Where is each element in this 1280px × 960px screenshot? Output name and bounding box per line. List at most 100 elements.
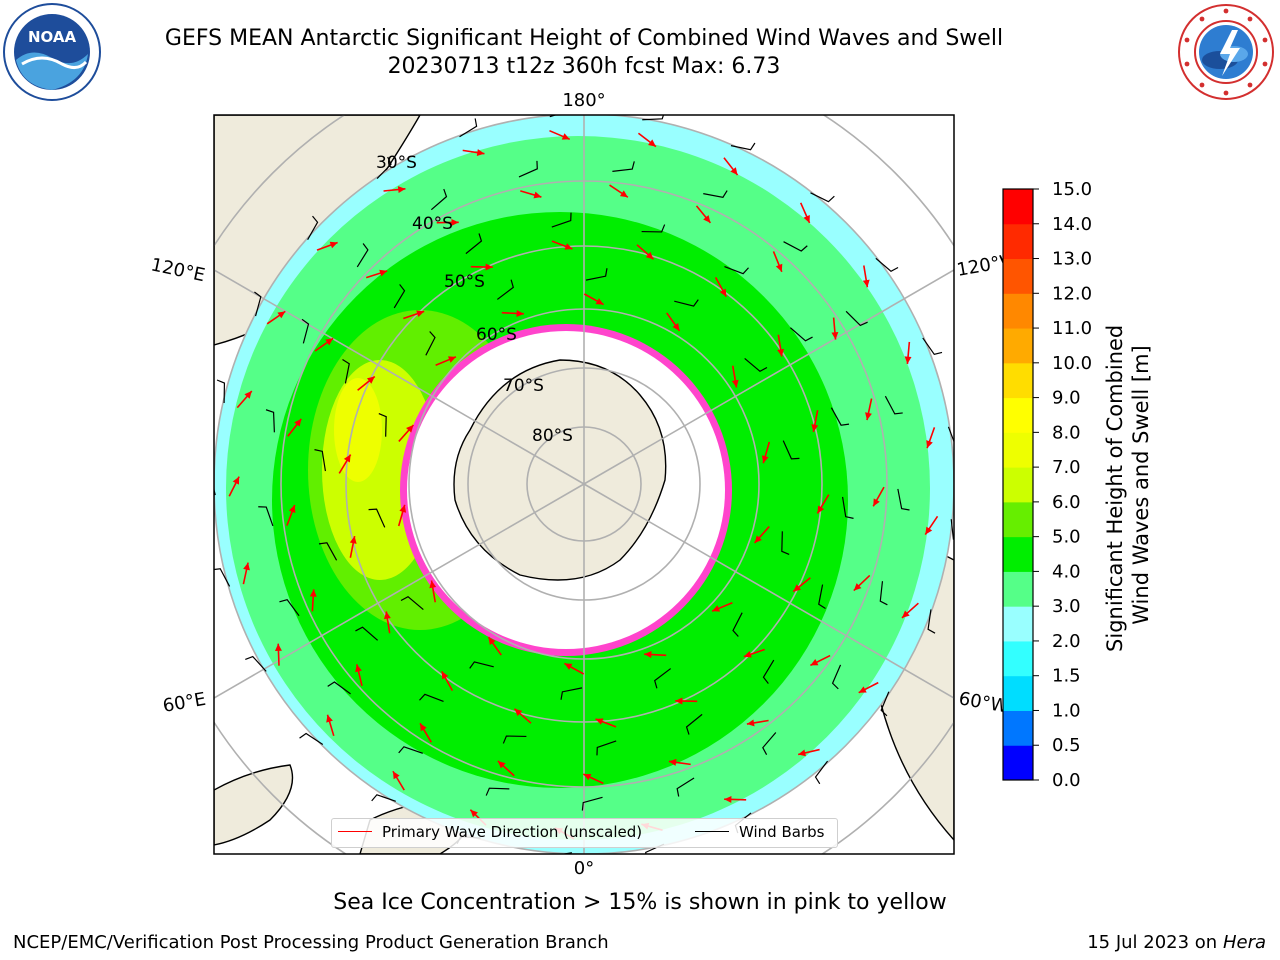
wind-barb — [419, 693, 444, 703]
wind-barbs — [214, 115, 954, 854]
map-legend: Primary Wave Direction (unscaled) Wind B… — [331, 818, 838, 848]
footer-credit: NCEP/EMC/Verification Post Processing Pr… — [13, 932, 609, 953]
colorbar-bin — [1003, 640, 1033, 677]
wind-barb — [279, 598, 300, 617]
lon-label-60e: 60°E — [161, 689, 207, 717]
wave-arrow-head — [451, 218, 459, 226]
lat-label-30s: 30°S — [376, 153, 417, 173]
colorbar-bin — [1003, 362, 1033, 399]
wave-arrow-head — [619, 190, 628, 198]
colorbar-bin — [1003, 710, 1033, 746]
wave-arrow-head — [497, 761, 506, 769]
wind-barb — [518, 160, 538, 178]
colorbar-bin — [1003, 258, 1033, 294]
wave-arrow-head — [533, 191, 542, 199]
wave-arrow-head — [777, 348, 785, 357]
colorbar-bin — [1003, 293, 1033, 329]
lat-label-60s: 60°S — [476, 325, 517, 345]
wave-arrow-head — [926, 440, 933, 449]
wave-arrow-head — [746, 719, 755, 727]
wave-arrow-head — [668, 758, 677, 766]
wind-barb — [762, 659, 775, 684]
wave-arrow-head — [514, 708, 523, 717]
wave-arrow-head — [564, 243, 573, 250]
wave-arrow-head — [583, 773, 592, 781]
wind-barb — [378, 413, 387, 437]
lon-label-120e: 120°E — [149, 254, 207, 286]
wave-arrow-head — [355, 664, 362, 673]
legend-wave-label: Primary Wave Direction (unscaled) — [382, 823, 643, 841]
colorbar-bin — [1003, 328, 1033, 364]
colorbar-bin — [1003, 745, 1033, 781]
lat-label-70s: 70°S — [503, 376, 544, 396]
wind-barb — [783, 241, 808, 252]
wind-barb — [581, 796, 603, 811]
lat-label-40s: 40°S — [412, 214, 453, 234]
wind-barb — [703, 190, 728, 198]
wind-barb — [831, 664, 842, 690]
wind-barb — [551, 212, 572, 228]
lon-label-180: 180° — [562, 90, 605, 111]
wind-barb-swatch — [695, 831, 729, 832]
wave-arrow-head — [399, 504, 407, 513]
wave-arrow-head — [731, 379, 739, 388]
wave-arrow-head — [294, 418, 302, 427]
colorbar-bin — [1003, 189, 1033, 225]
colorbar-bin — [1003, 432, 1033, 468]
wave-arrow-head — [232, 476, 240, 485]
wave-arrow-head — [470, 809, 478, 818]
wave-arrow-head — [803, 214, 810, 223]
wave-arrow-head — [309, 589, 317, 597]
wave-arrow-head — [873, 498, 880, 507]
wave-arrow-head — [485, 263, 493, 271]
wind-barb — [376, 156, 392, 180]
wind-barb — [318, 542, 338, 561]
wind-barb — [730, 142, 756, 151]
wave-arrow-head — [858, 686, 867, 693]
colorbar-tick-label: 13.0 — [1052, 249, 1092, 270]
wave-arrow-head — [243, 562, 250, 571]
wind-barb — [465, 233, 483, 255]
wind-barb — [875, 257, 899, 273]
colorbar-tick-label: 3.0 — [1052, 596, 1081, 617]
colorbar-title-line1: Significant Height of Combined — [1103, 325, 1127, 652]
wave-arrow-head — [793, 584, 802, 592]
wind-barb — [307, 215, 319, 240]
wind-barb — [258, 506, 274, 527]
wave-arrow-head — [343, 454, 351, 463]
wind-barb — [947, 426, 954, 444]
wind-barb — [732, 612, 743, 637]
colorbar-bin — [1003, 397, 1033, 433]
wind-barb — [814, 760, 829, 785]
wave-arrow-swatch — [338, 831, 372, 832]
colorbar-tick-label: 6.0 — [1052, 492, 1081, 513]
wind-barb — [355, 626, 379, 641]
wave-arrow-head — [853, 583, 862, 591]
wave-arrow-head — [349, 536, 357, 544]
wave-arrow-head — [730, 167, 738, 176]
wave-arrow-head — [488, 637, 496, 646]
colorbar-bin — [1003, 571, 1033, 607]
wind-barb — [585, 268, 608, 281]
wave-arrow-head — [675, 697, 683, 705]
wave-arrow-head — [416, 310, 425, 318]
wave-arrow-head — [429, 580, 437, 589]
nws-logo — [1178, 4, 1274, 100]
wave-arrow-head — [811, 424, 819, 432]
colorbar-tick-label: 0.5 — [1052, 735, 1081, 756]
wind-barb — [818, 584, 826, 609]
wind-barb — [496, 279, 514, 300]
colorbar-bin — [1003, 501, 1033, 538]
wind-barb — [254, 291, 262, 317]
wind-barb — [845, 310, 868, 327]
wind-barb — [299, 732, 324, 745]
wave-arrow-head — [383, 611, 391, 620]
wind-barb — [560, 687, 583, 700]
wind-barb — [214, 568, 231, 587]
wave-arrow-head — [743, 650, 752, 658]
chart-subtitle: 20230713 t12z 360h fcst Max: 6.73 — [387, 54, 781, 79]
colorbar-tick-label: 9.0 — [1052, 388, 1081, 409]
wave-direction-arrows — [228, 129, 939, 840]
wave-arrow-head — [420, 723, 427, 732]
colorbar-tick-label: 7.0 — [1052, 457, 1081, 478]
